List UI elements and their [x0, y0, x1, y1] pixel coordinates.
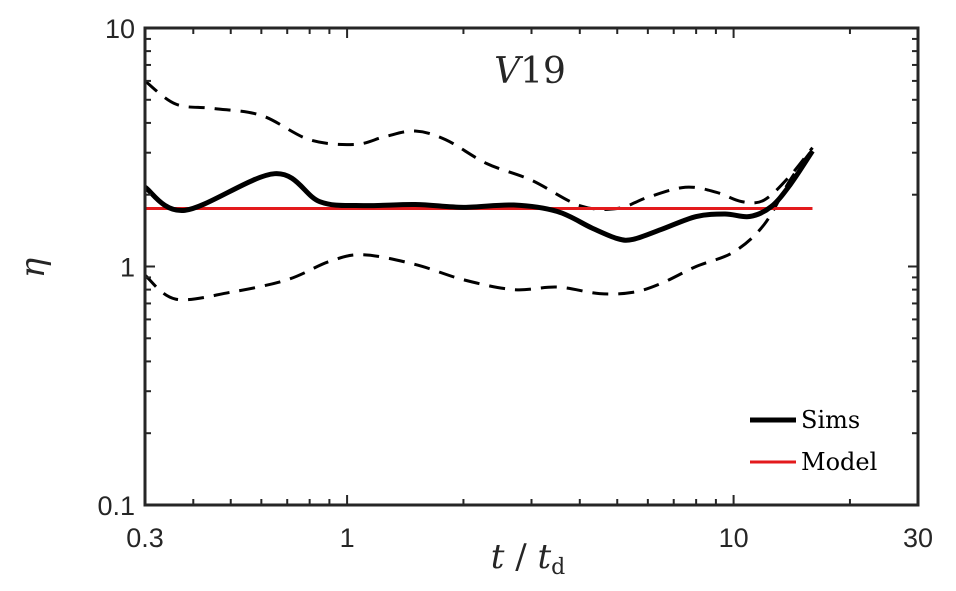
chart-title: V19 [494, 51, 566, 92]
ticks [144, 28, 919, 506]
x-tick-label: 1 [340, 523, 355, 553]
plot-lines [143, 79, 815, 302]
y-tick-label: 10 [105, 14, 135, 44]
x-axis-label: t / td [491, 537, 566, 580]
legend-sims-label: Sims [801, 406, 860, 434]
chart-title-number: 19 [520, 51, 566, 92]
legend-model-label: Model [801, 448, 877, 476]
x-tick-label: 30 [903, 523, 933, 553]
tick-labels: 0.3 1 10 30 0.1 1 10 [97, 14, 933, 553]
y-tick-label: 1 [120, 253, 135, 283]
series-sims-line [143, 149, 815, 243]
legend: Sims Model [750, 406, 877, 476]
x-tick-label: 10 [719, 523, 749, 553]
y-axis-label: η [13, 257, 53, 278]
x-tick-label: 0.3 [126, 523, 164, 553]
series-lower-bound-line [143, 148, 814, 302]
y-tick-label: 0.1 [97, 491, 135, 521]
series-upper-bound-line [144, 79, 814, 211]
